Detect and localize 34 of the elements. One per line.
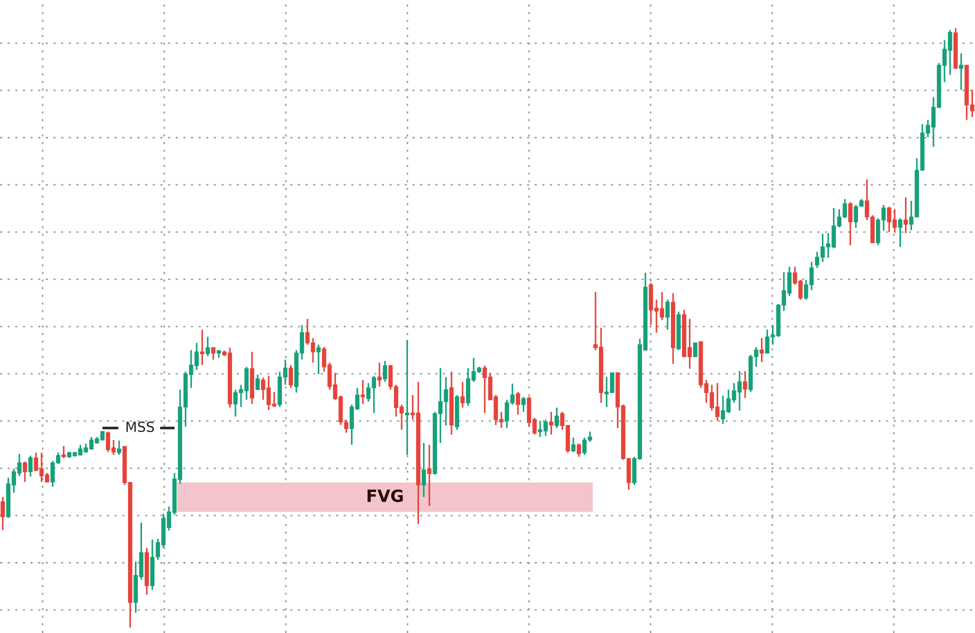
candlestick [521,396,526,413]
candlestick [665,298,670,330]
candlestick [316,344,321,375]
candlestick [848,201,852,246]
candlestick [22,460,28,483]
candlestick [255,374,260,390]
candlestick [288,364,293,389]
candlestick [571,436,576,453]
ref-line-label: MSS [126,422,154,432]
candlestick [116,440,122,456]
candlestick [200,328,204,366]
candlestick [904,196,908,234]
candlestick [516,391,520,416]
band-label: FVG [368,489,403,502]
candlestick [405,339,410,456]
candlestick [460,381,465,408]
candlestick [28,454,33,478]
candlestick [854,204,858,229]
candlestick [576,442,582,458]
candlestick [62,445,66,459]
candlestick [427,444,432,507]
candlestick [760,337,764,363]
candlestick [742,370,748,399]
candlestick [360,379,365,405]
candlestick [382,360,388,383]
candlestick [206,336,210,357]
candlestick [0,496,5,531]
candlestick [211,346,216,360]
candlestick [422,442,426,498]
candlestick [377,362,382,388]
candlestick [554,406,559,429]
candlestick [959,52,964,91]
candlestick [549,411,554,436]
candlestick [898,217,902,248]
